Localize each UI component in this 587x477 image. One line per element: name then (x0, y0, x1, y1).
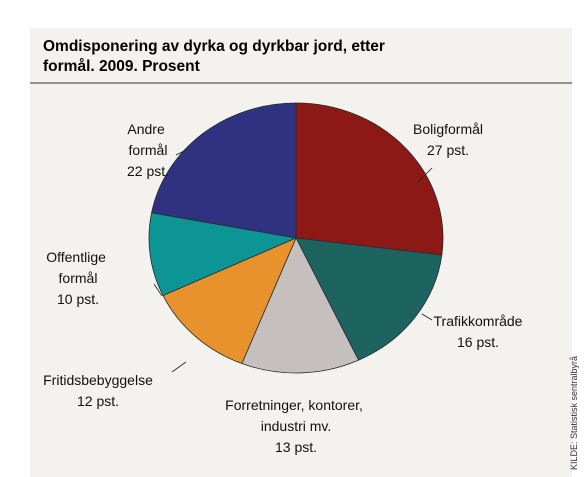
pie-slice (241, 237, 360, 374)
slice-label: Boligformål (413, 121, 483, 137)
pie-slice (295, 102, 444, 256)
pie-slice (162, 237, 297, 365)
slice-label: Fritidsbebyggelse (43, 372, 153, 388)
chart-title: Omdisponering av dyrka og dyrkbar jord, … (43, 38, 389, 75)
value-label: 27 pst. (427, 142, 469, 158)
value-label: 22 pst. (127, 163, 169, 179)
leader-line (417, 167, 433, 183)
leader-line (421, 313, 433, 321)
leader-line (153, 283, 163, 297)
value-label: 12 pst. (77, 393, 119, 409)
slice-label: Andre formål (127, 121, 168, 158)
slice-label: Offentlige formål (46, 249, 110, 286)
value-label: 16 pst. (457, 334, 499, 350)
value-label: 10 pst. (57, 291, 99, 307)
slice-label: Trafikkområde (434, 313, 523, 329)
pie-slice (148, 212, 298, 296)
value-label: 13 pst. (275, 439, 317, 455)
pie-slice (151, 102, 297, 239)
source: KILDE: Statistisk sentralbyrå (569, 356, 579, 470)
slice-label: Forretninger, kontorer, industri mv. (225, 397, 367, 434)
leader-line (175, 149, 187, 156)
pie-slice (295, 237, 443, 361)
leader-line (171, 361, 187, 373)
